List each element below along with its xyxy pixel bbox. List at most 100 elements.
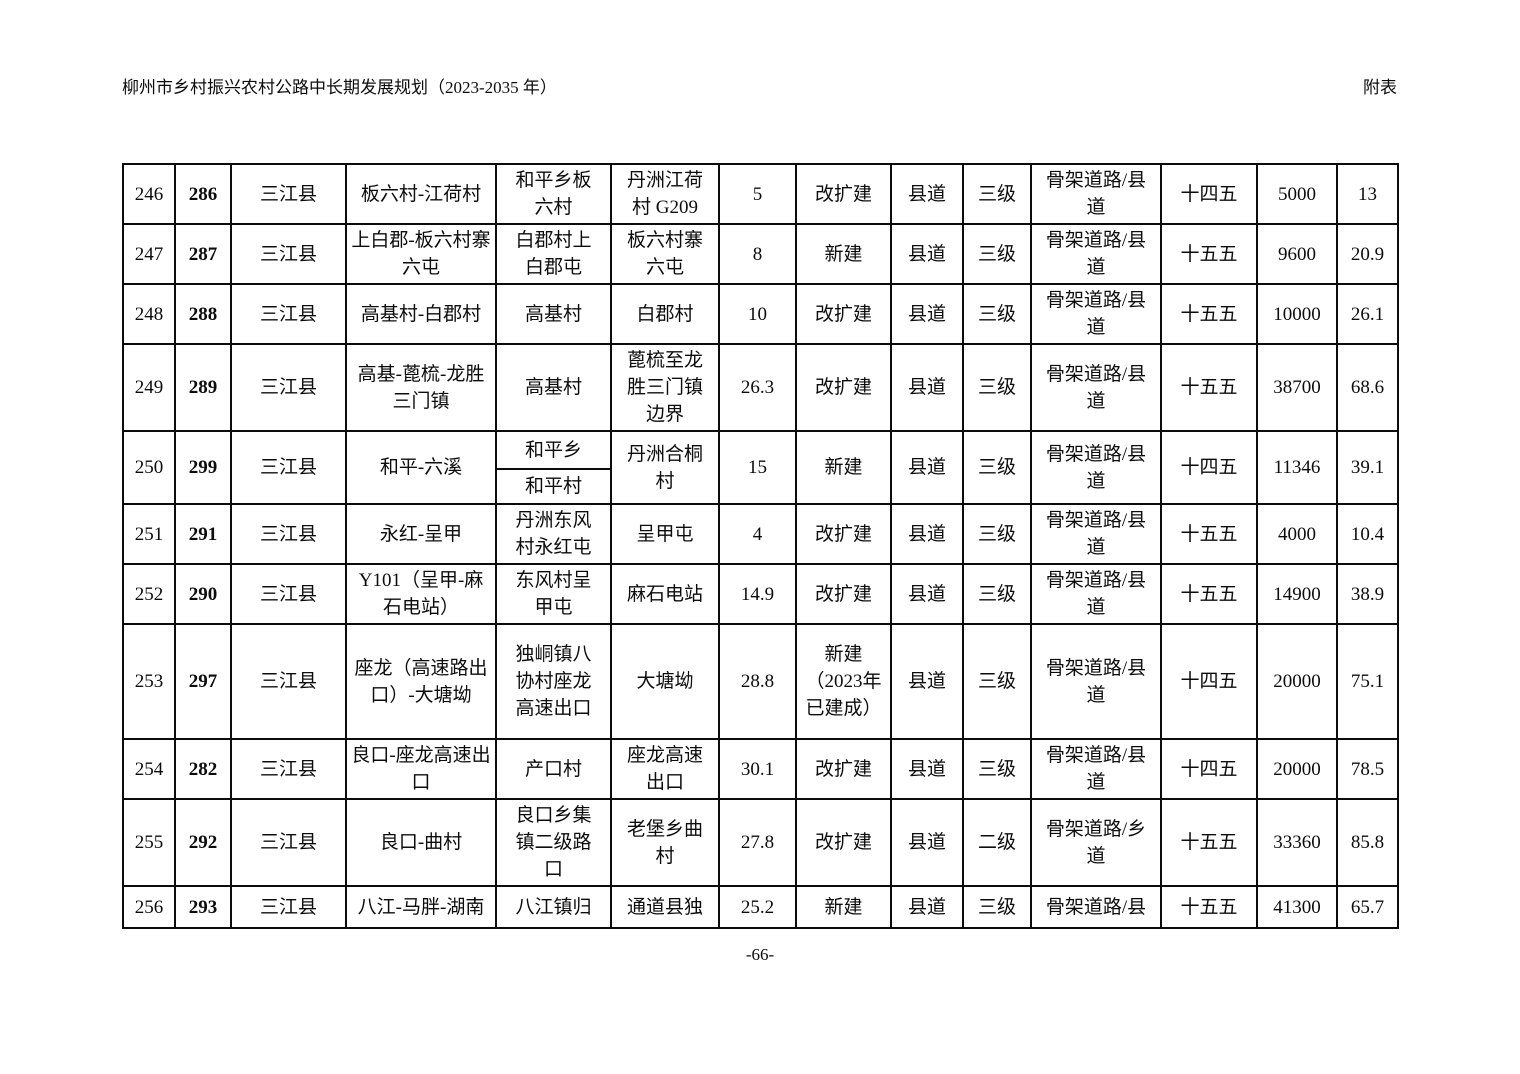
- cell-build-type: 改扩建: [795, 563, 892, 625]
- cell-seq: 253: [122, 623, 176, 740]
- cell-road-class: 县道: [890, 885, 964, 929]
- cell-investment: 20000: [1256, 623, 1338, 740]
- cell-investment: 10000: [1256, 283, 1338, 345]
- cell-end: 老堡乡曲村: [610, 798, 720, 887]
- cell-seq: 246: [122, 163, 176, 225]
- cell-code: 299: [174, 430, 232, 505]
- cell-function: 骨架道路/县道: [1030, 563, 1162, 625]
- cell-start: 白郡村上白郡屯: [495, 223, 612, 285]
- cell-road-class: 县道: [890, 430, 964, 505]
- cell-end: 大塘坳: [610, 623, 720, 740]
- cell-last: 13: [1336, 163, 1399, 225]
- cell-route: 八江-马胖-湖南: [345, 885, 497, 929]
- cell-investment: 14900: [1256, 563, 1338, 625]
- cell-road-class: 县道: [890, 503, 964, 565]
- cell-start-township: 和平乡: [498, 433, 609, 470]
- cell-route: 永红-呈甲: [345, 503, 497, 565]
- cell-mileage: 8: [718, 223, 797, 285]
- cell-route: 良口-座龙高速出口: [345, 738, 497, 800]
- cell-county: 三江县: [230, 738, 347, 800]
- cell-end: 白郡村: [610, 283, 720, 345]
- cell-tech-grade: 三级: [962, 738, 1032, 800]
- cell-investment: 20000: [1256, 738, 1338, 800]
- cell-start-village: 和平村: [524, 476, 582, 497]
- cell-route: 和平-六溪: [345, 430, 497, 505]
- cell-function: 骨架道路/县道: [1030, 163, 1162, 225]
- cell-road-class: 县道: [890, 563, 964, 625]
- cell-tech-grade: 三级: [962, 623, 1032, 740]
- cell-end: 丹洲江荷村 G209: [610, 163, 720, 225]
- cell-mileage: 15: [718, 430, 797, 505]
- cell-end: 座龙高速出口: [610, 738, 720, 800]
- table-row: 254 282 三江县 良口-座龙高速出口 产口村 座龙高速出口 30.1 改扩…: [122, 738, 1399, 800]
- cell-county: 三江县: [230, 223, 347, 285]
- cell-seq: 249: [122, 343, 176, 432]
- cell-tech-grade: 二级: [962, 798, 1032, 887]
- cell-end: 呈甲屯: [610, 503, 720, 565]
- cell-road-class: 县道: [890, 223, 964, 285]
- document-title: 柳州市乡村振兴农村公路中长期发展规划（2023-2035 年）: [122, 78, 557, 97]
- table-row: 256 293 三江县 八江-马胖-湖南 八江镇归 通道县独 25.2 新建 县…: [122, 885, 1399, 929]
- cell-tech-grade: 三级: [962, 283, 1032, 345]
- cell-county: 三江县: [230, 503, 347, 565]
- cell-county: 三江县: [230, 623, 347, 740]
- cell-period: 十四五: [1160, 163, 1258, 225]
- cell-build-type: 新建: [795, 885, 892, 929]
- cell-build-type: 改扩建: [795, 283, 892, 345]
- table-row: 251 291 三江县 永红-呈甲 丹洲东风村永红屯 呈甲屯 4 改扩建 县道 …: [122, 503, 1399, 565]
- cell-mileage: 4: [718, 503, 797, 565]
- cell-end: 蓖梳至龙胜三门镇边界: [610, 343, 720, 432]
- cell-function: 骨架道路/县道: [1030, 503, 1162, 565]
- cell-end: 通道县独: [610, 885, 720, 929]
- cell-county: 三江县: [230, 163, 347, 225]
- table-row: 247 287 三江县 上白郡-板六村寨六屯 白郡村上白郡屯 板六村寨六屯 8 …: [122, 223, 1399, 285]
- cell-start: 产口村: [495, 738, 612, 800]
- cell-code: 297: [174, 623, 232, 740]
- cell-start: 和平乡板六村: [495, 163, 612, 225]
- table-row: 249 289 三江县 高基-蓖梳-龙胜三门镇 高基村 蓖梳至龙胜三门镇边界 2…: [122, 343, 1399, 432]
- cell-tech-grade: 三级: [962, 503, 1032, 565]
- cell-last: 75.1: [1336, 623, 1399, 740]
- appendix-label: 附表: [1363, 78, 1397, 97]
- cell-build-type: 改扩建: [795, 343, 892, 432]
- page-header: 柳州市乡村振兴农村公路中长期发展规划（2023-2035 年） 附表: [122, 78, 1397, 98]
- cell-mileage: 5: [718, 163, 797, 225]
- cell-code: 286: [174, 163, 232, 225]
- road-projects-table: 246 286 三江县 板六村-江荷村 和平乡板六村 丹洲江荷村 G209 5 …: [122, 163, 1399, 929]
- cell-route: 高基-蓖梳-龙胜三门镇: [345, 343, 497, 432]
- cell-last: 39.1: [1336, 430, 1399, 505]
- cell-end: 板六村寨六屯: [610, 223, 720, 285]
- cell-end: 丹洲合桐村: [610, 430, 720, 505]
- cell-investment: 11346: [1256, 430, 1338, 505]
- cell-start: 良口乡集镇二级路口: [495, 798, 612, 887]
- cell-code: 292: [174, 798, 232, 887]
- cell-start: 八江镇归: [495, 885, 612, 929]
- cell-investment: 4000: [1256, 503, 1338, 565]
- cell-code: 291: [174, 503, 232, 565]
- cell-road-class: 县道: [890, 738, 964, 800]
- cell-start-split: 和平乡 和平村: [495, 430, 612, 505]
- cell-mileage: 30.1: [718, 738, 797, 800]
- cell-seq: 256: [122, 885, 176, 929]
- cell-start: 高基村: [495, 283, 612, 345]
- cell-investment: 9600: [1256, 223, 1338, 285]
- cell-build-type: 新建: [795, 430, 892, 505]
- cell-start: 东风村呈甲屯: [495, 563, 612, 625]
- cell-function: 骨架道路/县道: [1030, 623, 1162, 740]
- cell-mileage: 27.8: [718, 798, 797, 887]
- cell-road-class: 县道: [890, 283, 964, 345]
- table-row: 253 297 三江县 座龙（高速路出口）-大塘坳 独峒镇八协村座龙高速出口 大…: [122, 623, 1399, 740]
- cell-period: 十四五: [1160, 623, 1258, 740]
- cell-build-type: 改扩建: [795, 798, 892, 887]
- cell-last: 10.4: [1336, 503, 1399, 565]
- table-row: 255 292 三江县 良口-曲村 良口乡集镇二级路口 老堡乡曲村 27.8 改…: [122, 798, 1399, 887]
- cell-period: 十五五: [1160, 283, 1258, 345]
- cell-investment: 38700: [1256, 343, 1338, 432]
- cell-end: 麻石电站: [610, 563, 720, 625]
- cell-route: 板六村-江荷村: [345, 163, 497, 225]
- cell-county: 三江县: [230, 430, 347, 505]
- cell-county: 三江县: [230, 885, 347, 929]
- table-row: 248 288 三江县 高基村-白郡村 高基村 白郡村 10 改扩建 县道 三级…: [122, 283, 1399, 345]
- cell-tech-grade: 三级: [962, 163, 1032, 225]
- cell-route: Y101（呈甲-麻石电站）: [345, 563, 497, 625]
